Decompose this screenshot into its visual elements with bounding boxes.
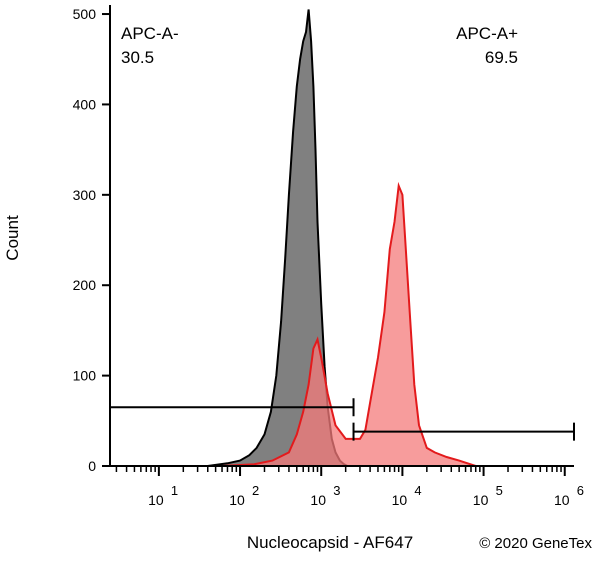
copyright-watermark: © 2020 GeneTex [479, 535, 592, 552]
x-tick-label: 10 [392, 492, 408, 508]
series-1-line [221, 181, 477, 467]
x-tick-exponent: 6 [577, 483, 584, 498]
y-tick-label: 100 [73, 368, 97, 384]
gate-positive-label: APC-A+ [456, 24, 518, 43]
x-tick-label: 10 [148, 492, 164, 508]
y-axis-label: Count [3, 215, 22, 261]
x-tick-group: 10 1 10 2 10 3 10 4 10 5 10 6 [115, 466, 584, 508]
gate-positive-value: 69.5 [485, 48, 518, 67]
gate-negative-value: 30.5 [121, 48, 154, 67]
x-tick-label: 10 [554, 492, 570, 508]
x-tick-exponent: 3 [333, 483, 340, 498]
gate-negative-label: APC-A- [121, 24, 179, 43]
y-tick-label: 400 [73, 96, 97, 112]
y-tick-label: 300 [73, 187, 97, 203]
x-tick-label: 10 [229, 492, 245, 508]
x-tick-exponent: 4 [414, 483, 421, 498]
x-tick-exponent: 1 [171, 483, 178, 498]
x-axis-label: Nucleocapsid - AF647 [247, 533, 413, 552]
x-tick-exponent: 5 [496, 483, 503, 498]
y-tick-label: 500 [73, 6, 97, 22]
x-tick-exponent: 2 [252, 483, 259, 498]
series-1-area [222, 185, 476, 467]
y-tick-label: 0 [88, 458, 96, 474]
series-layer [207, 9, 477, 467]
x-tick-label: 10 [473, 492, 489, 508]
y-tick-label: 200 [73, 277, 97, 293]
x-tick-label: 10 [310, 492, 326, 508]
y-tick-group: 0 100 200 300 400 500 [73, 6, 110, 474]
